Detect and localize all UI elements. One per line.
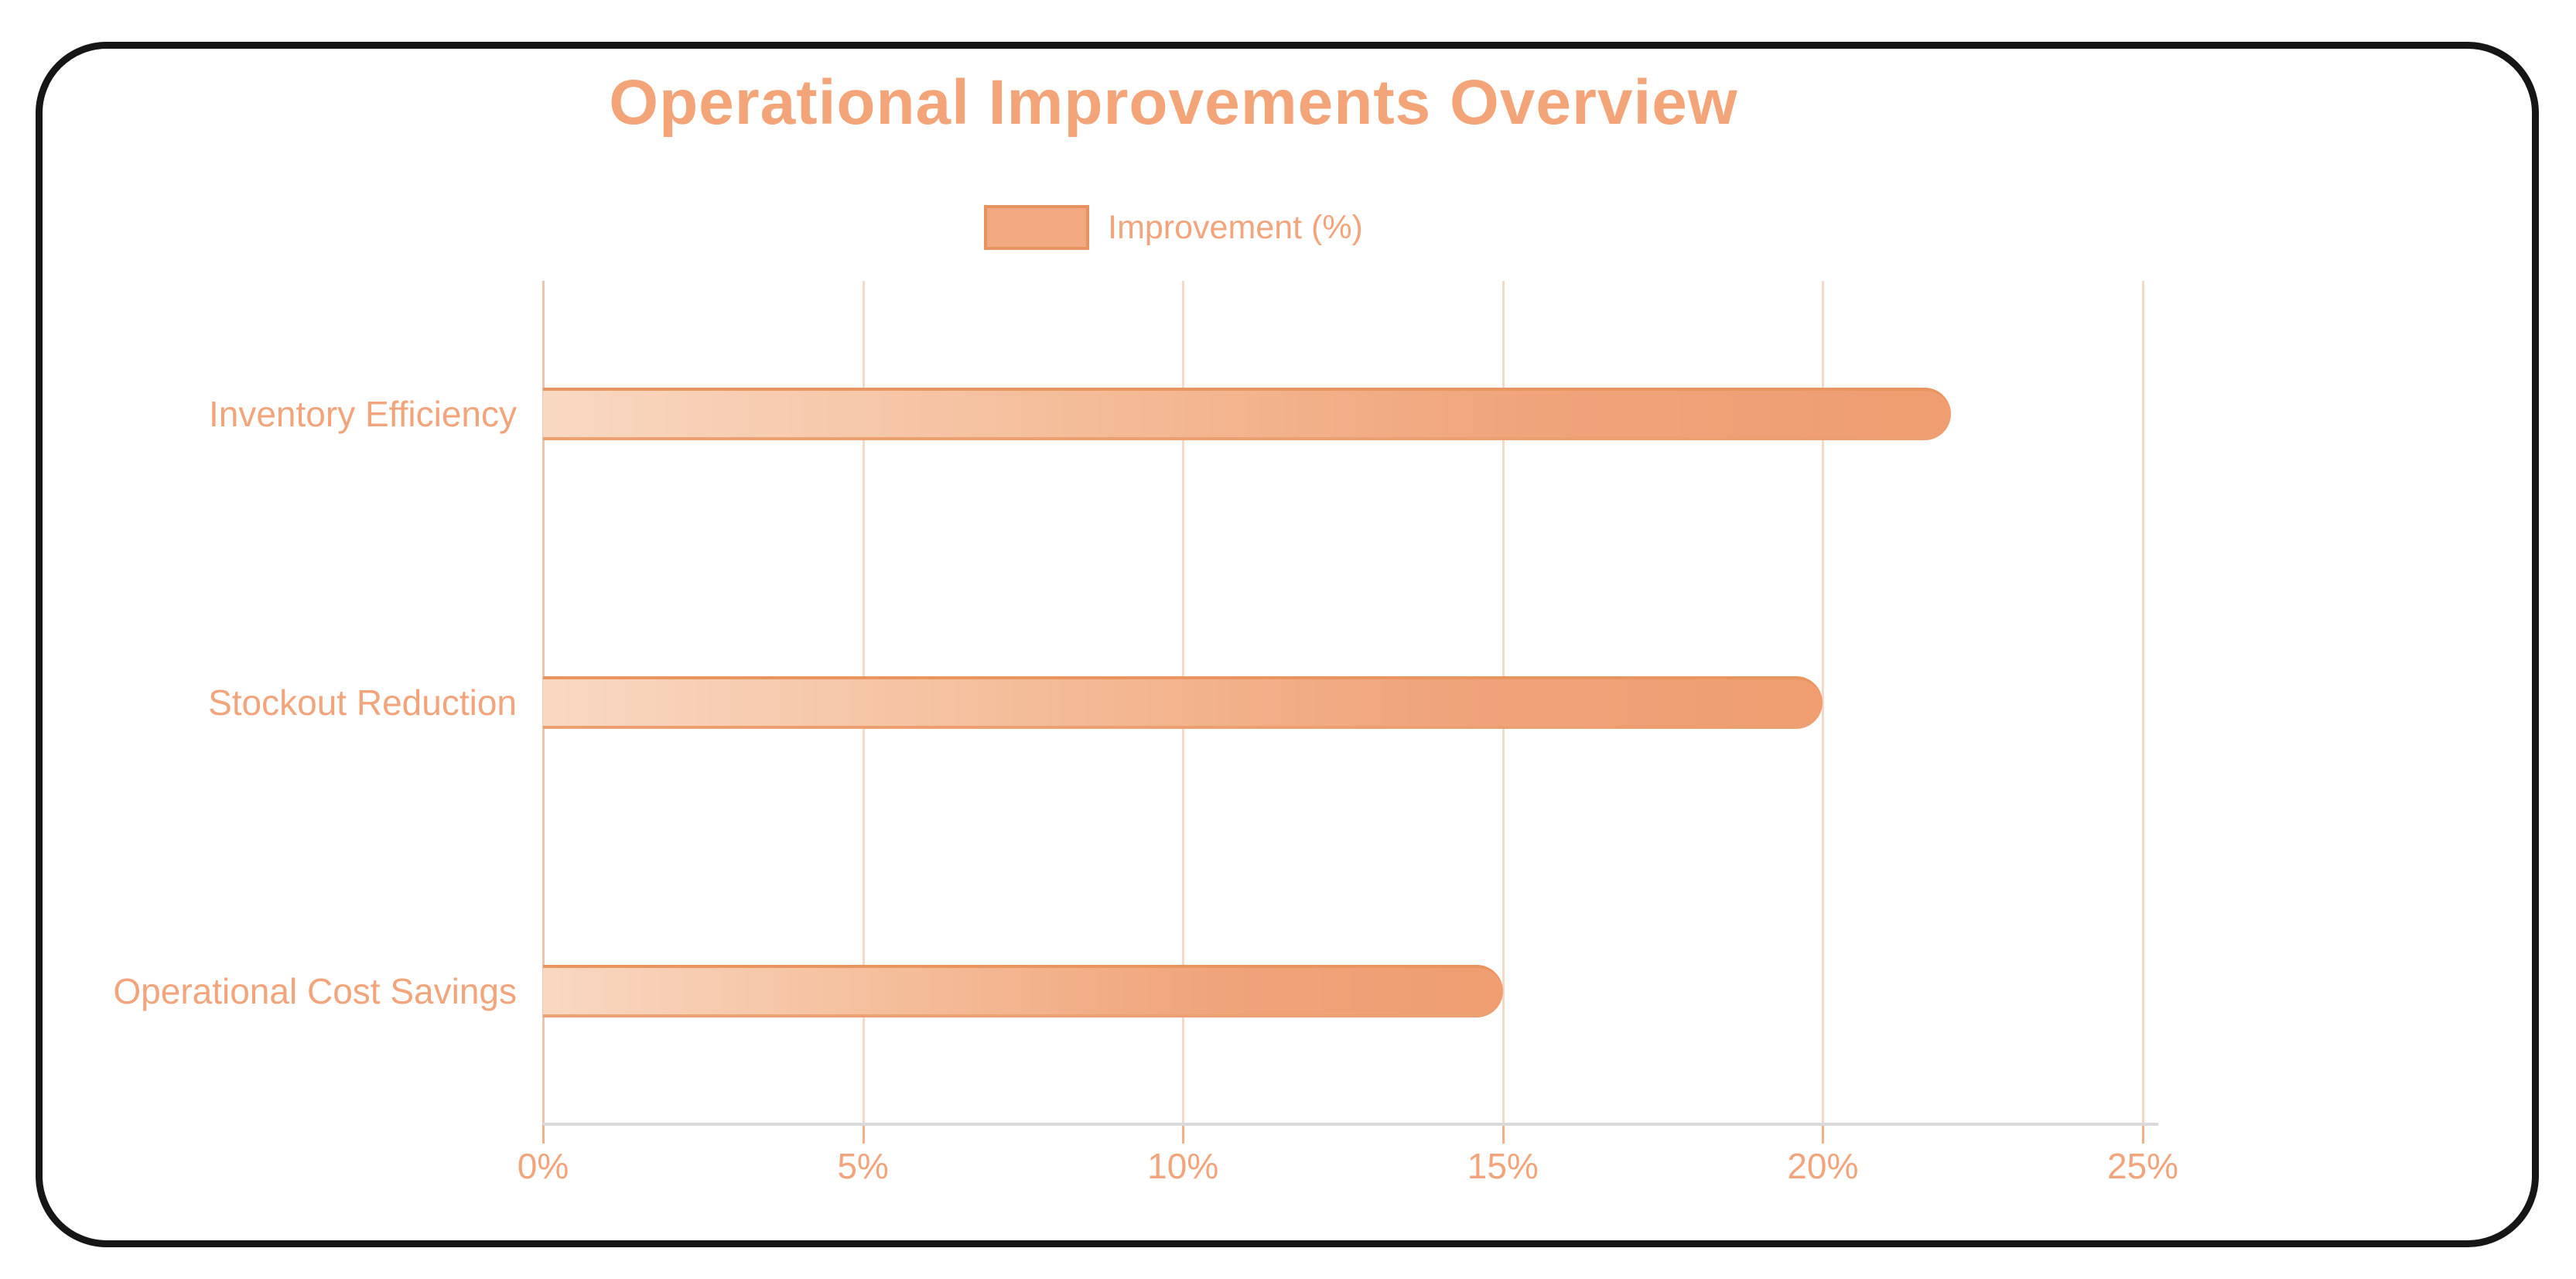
x-tick-label-25-: 25% [2106,1146,2179,1186]
axis-tick-20- [1822,1124,1825,1144]
x-tick-label-5-: 5% [837,1146,889,1186]
axis-tick-15- [1502,1124,1505,1144]
legend-swatch [984,205,1090,250]
bar-operational-cost-savings[interactable] [543,965,1503,1017]
axis-tick-5- [862,1124,865,1144]
x-tick-label-20-: 20% [1787,1146,1859,1186]
legend-label: Improvement (%) [1108,208,1363,246]
category-label-inventory-efficiency: Inventory Efficiency [208,394,517,434]
bar-inventory-efficiency[interactable] [543,388,1951,440]
x-tick-label-0-: 0% [517,1146,569,1186]
window-border [36,42,2539,1247]
chart-title: Operational Improvements Overview [609,67,1738,138]
axis-tick-25- [2142,1124,2144,1144]
x-tick-label-10-: 10% [1147,1146,1219,1186]
gridline-25- [2142,281,2144,1124]
legend-item[interactable]: Improvement (%) [77,201,2270,254]
category-label-operational-cost-savings: Operational Cost Savings [113,971,517,1011]
x-axis-line [543,1123,2158,1126]
x-tick-label-15-: 15% [1467,1146,1539,1186]
category-label-stockout-reduction: Stockout Reduction [208,682,517,723]
axis-tick-10- [1182,1124,1185,1144]
bar-stockout-reduction[interactable] [543,676,1823,729]
axis-tick-0- [542,1124,545,1144]
gridline-20- [1822,281,1825,1124]
